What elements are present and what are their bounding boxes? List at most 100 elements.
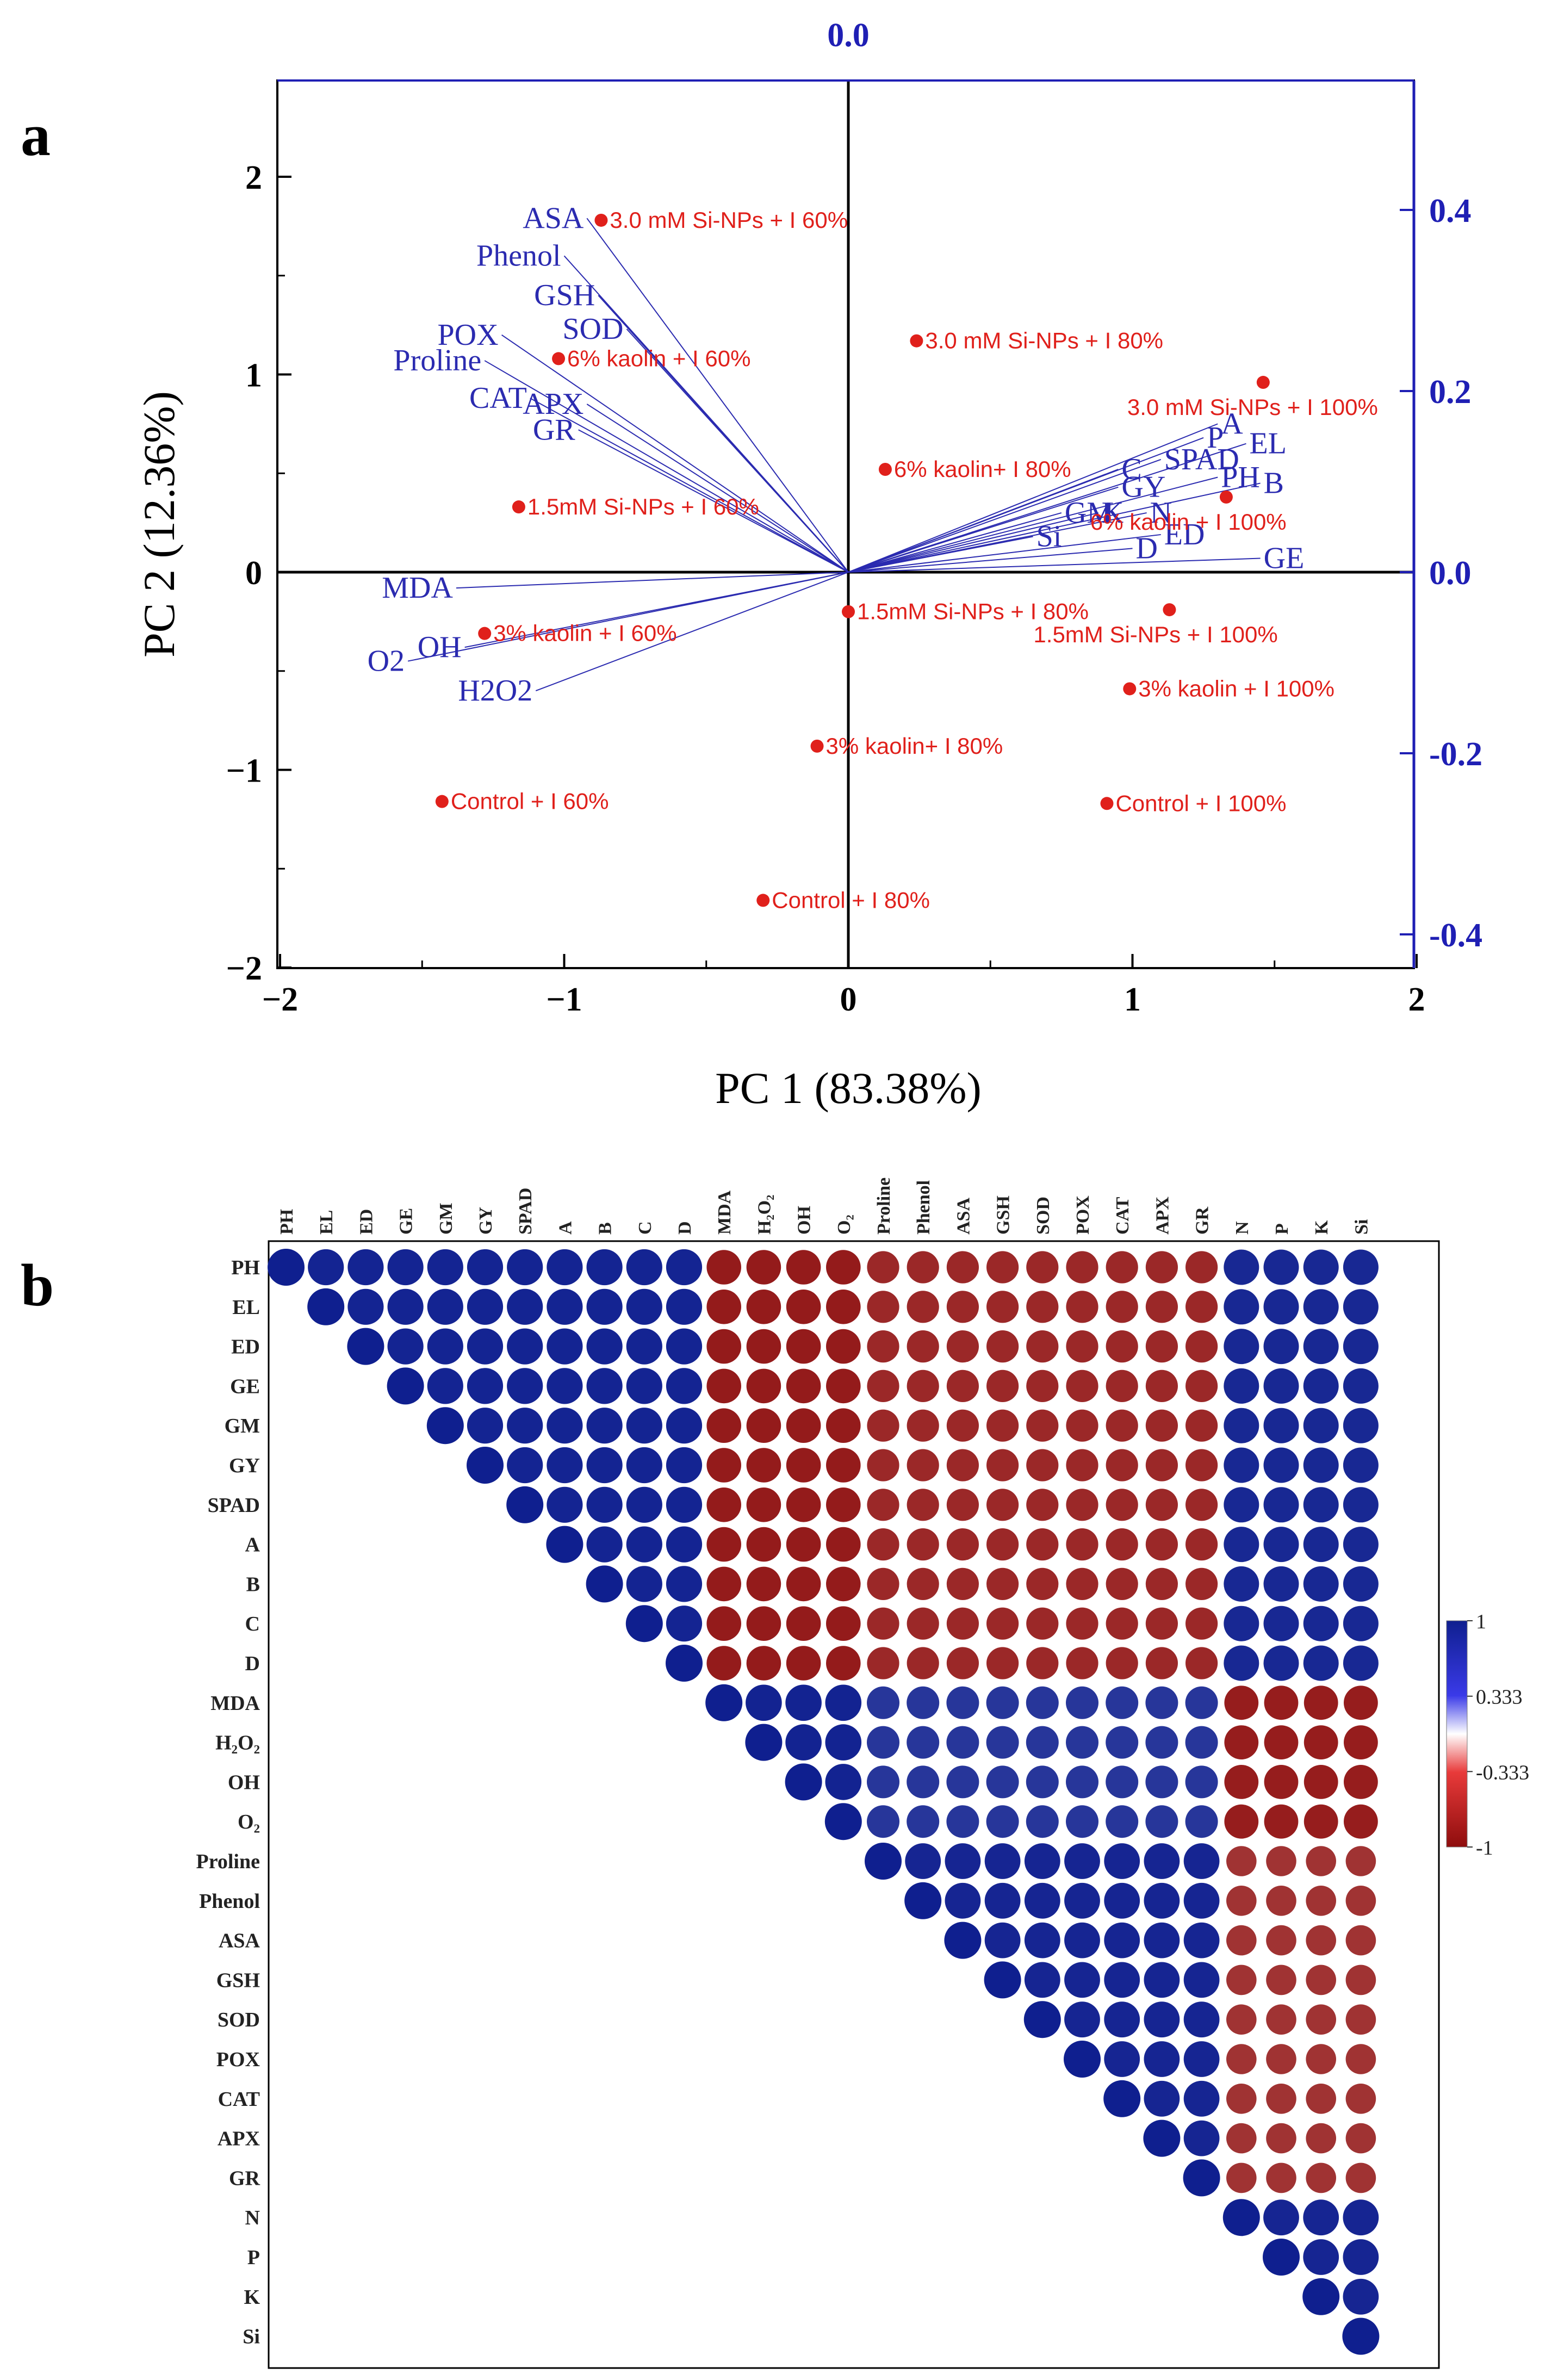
corr-row-label: C — [245, 1613, 260, 1635]
corr-circle — [1145, 1251, 1178, 1284]
corr-circle — [1343, 1249, 1379, 1285]
corr-circle — [1306, 2084, 1336, 2114]
corr-circle — [1144, 1962, 1180, 1998]
pca-right-tick-label: -0.2 — [1429, 736, 1482, 773]
loading-vector — [848, 512, 1099, 573]
corr-circle — [746, 1368, 781, 1404]
corr-circle — [904, 1882, 942, 1919]
corr-circle — [706, 1329, 741, 1364]
corr-circle — [1106, 1330, 1138, 1363]
corr-circle — [946, 1805, 979, 1838]
corr-column-label: Proline — [874, 1177, 894, 1235]
loading-label: OH — [418, 630, 462, 664]
pca-right-tick-label: 0.2 — [1429, 374, 1472, 411]
corr-circle — [746, 1606, 781, 1641]
corr-circle — [1145, 1647, 1178, 1679]
corr-circle — [986, 1489, 1019, 1521]
score-point — [1256, 376, 1270, 389]
corr-circle — [825, 1684, 862, 1721]
corr-circle — [1306, 1964, 1336, 1995]
corr-column-label: PH — [277, 1209, 297, 1235]
corr-row-label: GY — [229, 1454, 260, 1477]
corr-circle — [746, 1566, 781, 1602]
corr-circle — [1266, 2004, 1296, 2035]
corr-circle — [1066, 1449, 1098, 1482]
corr-circle — [307, 1288, 345, 1325]
corr-circle — [427, 1288, 463, 1325]
corr-column-label: SPAD — [516, 1188, 536, 1235]
corr-circle — [706, 1368, 741, 1404]
corr-circle — [946, 1251, 979, 1284]
corr-row-label: ASA — [219, 1930, 260, 1953]
corr-circle — [666, 1526, 703, 1563]
score-point — [910, 334, 923, 348]
corr-circle — [467, 1368, 504, 1404]
loading-vector — [848, 512, 1062, 573]
corr-circle — [666, 1645, 703, 1682]
corr-circle — [626, 1447, 662, 1484]
corr-circle — [586, 1368, 623, 1404]
score-point-label: 3.0 mM Si-NPs + I 60% — [610, 207, 848, 233]
corr-column-label: B — [595, 1222, 616, 1235]
corr-circle — [586, 1328, 623, 1365]
corr-circle — [1344, 1725, 1378, 1760]
score-point-label: 6% kaolin+ I 80% — [894, 456, 1071, 482]
loading-label: GSH — [534, 278, 595, 312]
pca-right-tick-label: 0.0 — [1429, 555, 1472, 592]
corr-circle — [626, 1408, 662, 1444]
corr-circle — [666, 1328, 703, 1365]
corr-circle — [1066, 1647, 1098, 1679]
corr-circle — [1183, 2120, 1220, 2156]
corr-circle — [426, 1407, 464, 1445]
corr-circle — [1066, 1805, 1098, 1838]
corr-circle — [706, 1566, 741, 1602]
corr-circle — [1066, 1330, 1098, 1363]
corr-circle — [1303, 2239, 1339, 2275]
corr-circle — [1264, 1685, 1299, 1720]
loading-label: N — [1150, 496, 1172, 530]
corr-circle — [945, 1882, 981, 1919]
loading-vector — [848, 534, 1161, 573]
loading-vector — [848, 476, 1218, 573]
corr-circle — [1266, 2084, 1296, 2114]
corr-circle — [547, 1408, 583, 1444]
corr-circle — [1106, 1726, 1139, 1759]
loading-label: K — [1102, 496, 1124, 530]
corr-circle — [1343, 2239, 1379, 2275]
pca-x-tick-label: 1 — [1124, 981, 1141, 1018]
corr-circle — [268, 1249, 305, 1286]
corr-circle — [786, 1290, 821, 1324]
corr-circle — [547, 1447, 583, 1484]
corr-circle — [867, 1528, 899, 1561]
corr-circle — [1106, 1607, 1138, 1640]
corr-circle — [1064, 1922, 1100, 1958]
corr-row-label: A — [245, 1534, 260, 1557]
corr-circle — [1224, 1289, 1259, 1325]
loading-vector — [535, 572, 849, 692]
corr-circle — [1106, 1686, 1139, 1719]
corr-circle — [1145, 1489, 1178, 1521]
corr-circle — [746, 1646, 781, 1681]
corr-circle — [1024, 1882, 1060, 1919]
corr-circle — [1306, 2004, 1336, 2035]
corr-circle — [946, 1686, 979, 1719]
panel-b-label: b — [21, 1252, 54, 1318]
corr-circle — [1024, 1962, 1060, 1998]
corr-circle — [746, 1250, 781, 1285]
corr-column-labels: PH EL ED GE GM GY SPAD A B C D MDA H₂O₂ OH O₂ Proline Ph… — [277, 1177, 1371, 1235]
corr-circle — [1224, 1487, 1259, 1523]
corr-circle — [1064, 1843, 1100, 1879]
corr-circle — [1066, 1686, 1098, 1719]
corr-circle — [1026, 1647, 1059, 1679]
pca-y-tick-label: −1 — [226, 753, 262, 790]
corr-circle — [547, 1288, 583, 1325]
corr-circle — [1026, 1251, 1059, 1284]
corr-column-label: GR — [1193, 1207, 1213, 1235]
corr-circle — [1224, 1329, 1259, 1365]
pca-x-tick-label: −1 — [546, 981, 582, 1018]
corr-circle — [786, 1408, 821, 1443]
corr-circle — [1263, 1606, 1299, 1641]
corr-circle — [986, 1449, 1019, 1482]
